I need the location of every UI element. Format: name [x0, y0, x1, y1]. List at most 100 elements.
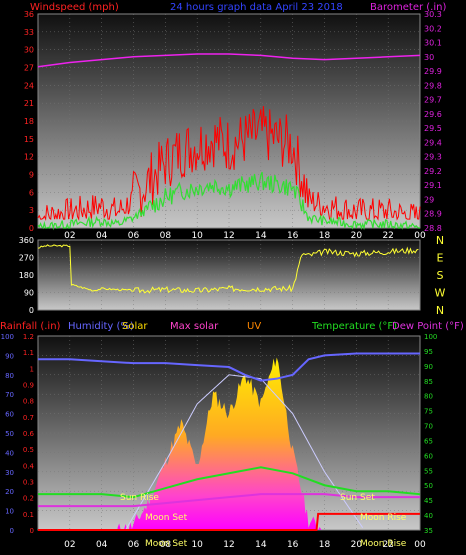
direction-tick-label: 180	[19, 271, 34, 280]
humidity-tick-label: 10	[5, 508, 14, 516]
solar-label: Solar	[122, 321, 148, 332]
panel-1-x-ticks: 02 04 06 08 10 12 14 16 18 20 22 00	[64, 231, 426, 241]
compass-letter: N	[436, 234, 444, 247]
direction-tick-label: 90	[24, 289, 34, 298]
date-label: 24 hours graph data April 23 2018	[170, 2, 343, 13]
wind-tick-label: 15	[24, 135, 34, 144]
baro-tick-label: 29.9	[424, 67, 442, 76]
sun-set-label: Sun Set	[340, 493, 375, 503]
panel-3-series	[38, 352, 421, 531]
x-tick-label: 02	[64, 231, 75, 241]
humidity-tick-label: 50	[5, 430, 14, 438]
barometer-line	[37, 53, 421, 68]
temperature-axis-ticks: 35 40 45 50 55 60 65 70 75 80 85 90 95 100	[424, 333, 437, 535]
direction-tick-label: 360	[19, 236, 34, 245]
baro-tick-label: 29.7	[424, 96, 442, 105]
baro-tick-label: 29	[424, 195, 434, 204]
baro-tick-label: 29.4	[424, 138, 442, 147]
rainfall-tick-label: 0.3	[23, 479, 34, 487]
baro-tick-label: 30	[424, 53, 434, 62]
direction-tick-label: 0	[29, 306, 34, 315]
x-tick-label: 16	[287, 540, 299, 550]
x-tick-label: 06	[128, 540, 140, 550]
x-tick-label: 00	[414, 540, 426, 550]
x-tick-label: 12	[223, 540, 234, 550]
humidity-tick-label: 0	[10, 527, 14, 535]
baro-tick-label: 29.6	[424, 110, 442, 119]
compass-letter: S	[437, 269, 444, 282]
moon-set-bottom-label: Moon Set	[145, 539, 188, 549]
temperature-line	[38, 466, 421, 499]
x-tick-label: 00	[414, 231, 426, 241]
sun-rise-label: Sun Rise	[120, 493, 159, 503]
temperature-tick-label: 80	[424, 393, 433, 401]
wind-tick-label: 36	[24, 10, 34, 19]
temperature-tick-label: 70	[424, 423, 433, 431]
wind-tick-label: 9	[29, 171, 34, 180]
rainfall-tick-label: 0.7	[23, 414, 34, 422]
rainfall-tick-label: 0	[30, 527, 34, 535]
dew-point-line	[38, 493, 420, 508]
temperature-tick-label: 50	[424, 482, 433, 490]
max-solar-label: Max solar	[170, 321, 219, 332]
temperature-tick-label: 65	[424, 437, 433, 445]
uv-label: UV	[247, 321, 261, 332]
humidity-label: Humidity (%)	[68, 321, 134, 332]
wind-tick-label: 33	[24, 28, 34, 37]
x-tick-label: 10	[191, 540, 203, 550]
wind-tick-label: 24	[24, 81, 34, 90]
temperature-tick-label: 55	[424, 467, 433, 475]
temperature-label: Temperature (°F)	[311, 321, 397, 332]
temperature-tick-label: 60	[424, 452, 433, 460]
moon-rise-bottom-label: Moon Rise	[360, 539, 407, 549]
baro-tick-label: 29.5	[424, 124, 442, 133]
wind-tick-label: 18	[24, 117, 34, 126]
humidity-tick-label: 60	[5, 411, 14, 419]
rainfall-line	[38, 512, 420, 531]
panel-1-series	[37, 53, 421, 231]
x-tick-label: 08	[160, 231, 172, 241]
rainfall-tick-label: 0.9	[23, 382, 34, 390]
x-tick-label: 14	[255, 231, 267, 241]
baro-tick-label: 28.8	[424, 224, 442, 233]
x-tick-label: 22	[382, 231, 393, 241]
rainfall-tick-label: 0.4	[23, 462, 35, 470]
wind-tick-label: 6	[29, 188, 34, 197]
rainfall-tick-label: 0.2	[23, 495, 34, 503]
rainfall-tick-label: 1.2	[23, 333, 34, 341]
baro-tick-label: 29.3	[424, 153, 442, 162]
baro-tick-label: 30.3	[424, 10, 442, 19]
temperature-tick-label: 35	[424, 527, 433, 535]
baro-tick-label: 30.2	[424, 24, 442, 33]
wind-tick-label: 21	[24, 99, 34, 108]
temperature-tick-label: 85	[424, 378, 433, 386]
x-tick-label: 20	[351, 231, 363, 241]
wind-direction-line	[37, 244, 419, 294]
humidity-tick-label: 30	[5, 469, 14, 477]
windspeed-label: Windspeed (mph)	[30, 2, 119, 13]
max-solar-line	[125, 374, 364, 531]
baro-tick-label: 29.2	[424, 167, 442, 176]
baro-tick-label: 28.9	[424, 210, 442, 219]
barometer-label: Barometer (.in)	[370, 2, 446, 13]
rainfall-tick-label: 0.1	[23, 511, 34, 519]
compass-letter: W	[435, 287, 446, 300]
x-tick-label: 20	[351, 540, 363, 550]
x-tick-label: 18	[319, 231, 331, 241]
temperature-tick-label: 90	[424, 363, 433, 371]
x-tick-label: 22	[382, 540, 393, 550]
x-tick-label: 18	[319, 540, 331, 550]
x-tick-label: 12	[223, 231, 234, 241]
panel-3-x-ticks: 02 04 06 08 10 12 14 16 18 20 22 00	[64, 540, 426, 550]
direction-tick-label: 270	[19, 254, 34, 263]
humidity-tick-label: 90	[5, 352, 14, 360]
wind-average-line	[37, 171, 420, 231]
moon-set-label: Moon Set	[145, 513, 188, 523]
temperature-tick-label: 45	[424, 497, 433, 505]
wind-tick-label: 3	[29, 206, 34, 215]
